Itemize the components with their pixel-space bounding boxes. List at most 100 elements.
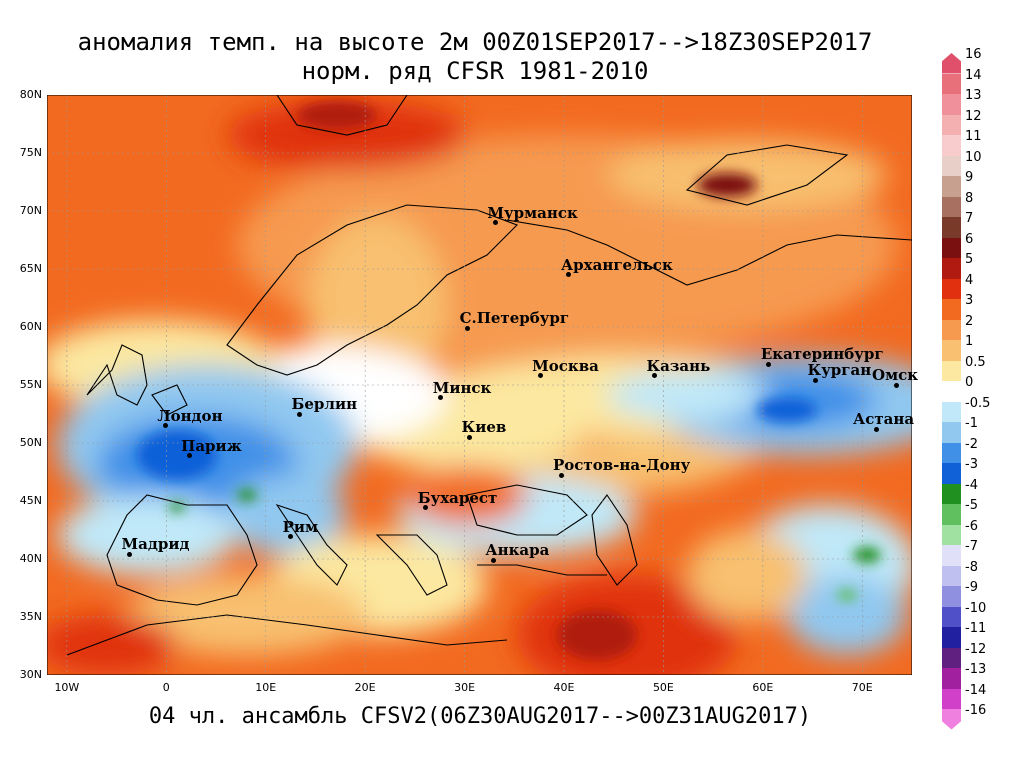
legend-swatch xyxy=(942,688,961,709)
legend-label: -16 xyxy=(965,703,987,718)
city-marker xyxy=(537,373,543,379)
city-marker xyxy=(127,551,133,557)
legend-label: 2 xyxy=(965,313,974,329)
legend-swatch xyxy=(942,73,961,94)
legend-label: -1 xyxy=(965,416,978,431)
city-label: Мурманск xyxy=(487,203,578,222)
legend-label: -4 xyxy=(965,477,978,493)
legend-swatch xyxy=(942,401,961,422)
anomaly-spot xyxy=(853,547,881,563)
anomaly-spot xyxy=(169,502,185,512)
legend-swatch xyxy=(942,278,961,299)
city-marker xyxy=(651,373,657,379)
legend-swatch xyxy=(942,483,961,504)
anomaly-zone xyxy=(127,575,367,655)
city-marker xyxy=(467,434,473,440)
legend-label: 13 xyxy=(965,88,982,103)
legend-label: -11 xyxy=(965,621,987,636)
city-label: С.Петербург xyxy=(459,309,570,328)
coastline-scandinavia xyxy=(226,204,518,376)
latitude-tick-label: 35N xyxy=(19,610,42,623)
legend-label: 0.5 xyxy=(965,354,986,370)
anomaly-zone xyxy=(787,575,907,655)
coastline-arctic xyxy=(506,219,912,286)
city-label: Омск xyxy=(872,366,919,384)
city-marker xyxy=(490,557,496,563)
legend-label: -8 xyxy=(965,559,978,575)
city-label: Архангельск xyxy=(560,255,673,274)
legend-swatch xyxy=(942,299,961,320)
coastline-iberia xyxy=(106,494,258,606)
latitude-tick-label: 70N xyxy=(19,204,42,217)
legend-swatch xyxy=(942,627,961,648)
anomaly-zone xyxy=(57,495,237,575)
legend-label: 4 xyxy=(965,272,974,288)
coastline-novaya-zemlya xyxy=(685,144,849,206)
legend-swatch xyxy=(942,258,961,279)
anomaly-spot xyxy=(137,430,217,480)
legend-label: -0.5 xyxy=(965,395,991,411)
legend-label: -9 xyxy=(965,580,978,595)
longitude-tick-label: 10E xyxy=(255,681,277,694)
legend-swatch xyxy=(942,668,961,689)
legend-swatch xyxy=(942,53,961,74)
coastlines xyxy=(66,95,912,656)
coastline-ireland xyxy=(151,384,188,416)
city-label: Берлин xyxy=(291,395,358,413)
legend-label: 0 xyxy=(965,375,974,390)
legend-swatch xyxy=(942,524,961,545)
legend-label: -14 xyxy=(965,682,987,698)
city-label: Ростов-на-Дону xyxy=(553,456,691,475)
city-label: Астана xyxy=(853,410,915,429)
city-marker xyxy=(766,361,772,367)
anomaly-spot xyxy=(237,489,257,501)
legend-label: 14 xyxy=(965,67,982,83)
city-marker xyxy=(438,395,444,401)
legend-swatch xyxy=(942,422,961,443)
city-marker xyxy=(893,382,899,388)
city-label: Казань xyxy=(646,356,711,375)
longitude-tick-label: 50E xyxy=(652,681,674,694)
legend-label: 3 xyxy=(965,293,974,308)
city-label: Екатеринбург xyxy=(760,345,884,364)
anomaly-spot xyxy=(757,398,817,422)
legend-label: 12 xyxy=(965,108,982,124)
coastline-anatolia xyxy=(477,564,607,576)
city-label: Киев xyxy=(461,418,507,437)
graticule xyxy=(47,95,912,675)
anomaly-zone xyxy=(607,140,887,210)
anomaly-spot xyxy=(297,101,377,129)
city-label: Бухарест xyxy=(417,488,498,507)
latitude-tick-label: 65N xyxy=(19,262,42,275)
city-marker xyxy=(492,220,498,226)
coastline-north-africa xyxy=(66,614,508,656)
coastline-black-sea xyxy=(466,484,588,536)
anomaly-zone xyxy=(687,530,807,620)
anomaly-spot xyxy=(697,173,757,197)
city-marker xyxy=(186,453,192,459)
latitude-tick-label: 40N xyxy=(19,552,42,565)
city-label: Рим xyxy=(282,517,319,536)
color-legend: 16 14 13 12 11 10 9 8 7 6 5 4 3 2 1 0.5 0 -0.5 -1 -2 -3 -4 -5 -… xyxy=(938,47,1024,730)
legend-label: -3 xyxy=(965,457,978,472)
city-label: Париж xyxy=(181,436,242,455)
city-label: Мадрид xyxy=(121,535,190,554)
legend-swatch xyxy=(942,360,961,381)
legend-label: -10 xyxy=(965,600,987,616)
coastline-caspian xyxy=(591,494,638,586)
city-label: Лондон xyxy=(157,406,223,425)
legend-label: -2 xyxy=(965,436,978,452)
ensemble-footer: 04 чл. ансамбль CFSV2(06Z30AUG2017-->00Z… xyxy=(148,704,812,729)
coastline-italy xyxy=(275,503,348,586)
anomaly-spot xyxy=(837,589,857,601)
legend-label: 16 xyxy=(965,47,982,62)
latitude-tick-label: 60N xyxy=(19,320,42,333)
city-marker xyxy=(297,411,303,417)
city-label: Минск xyxy=(432,378,492,397)
latitude-tick-label: 50N xyxy=(19,436,42,449)
coastline-svalbard xyxy=(276,95,408,136)
legend-swatch xyxy=(942,94,961,115)
legend-label: -6 xyxy=(965,518,978,534)
legend-label: 11 xyxy=(965,129,982,144)
legend-label: 6 xyxy=(965,231,974,247)
